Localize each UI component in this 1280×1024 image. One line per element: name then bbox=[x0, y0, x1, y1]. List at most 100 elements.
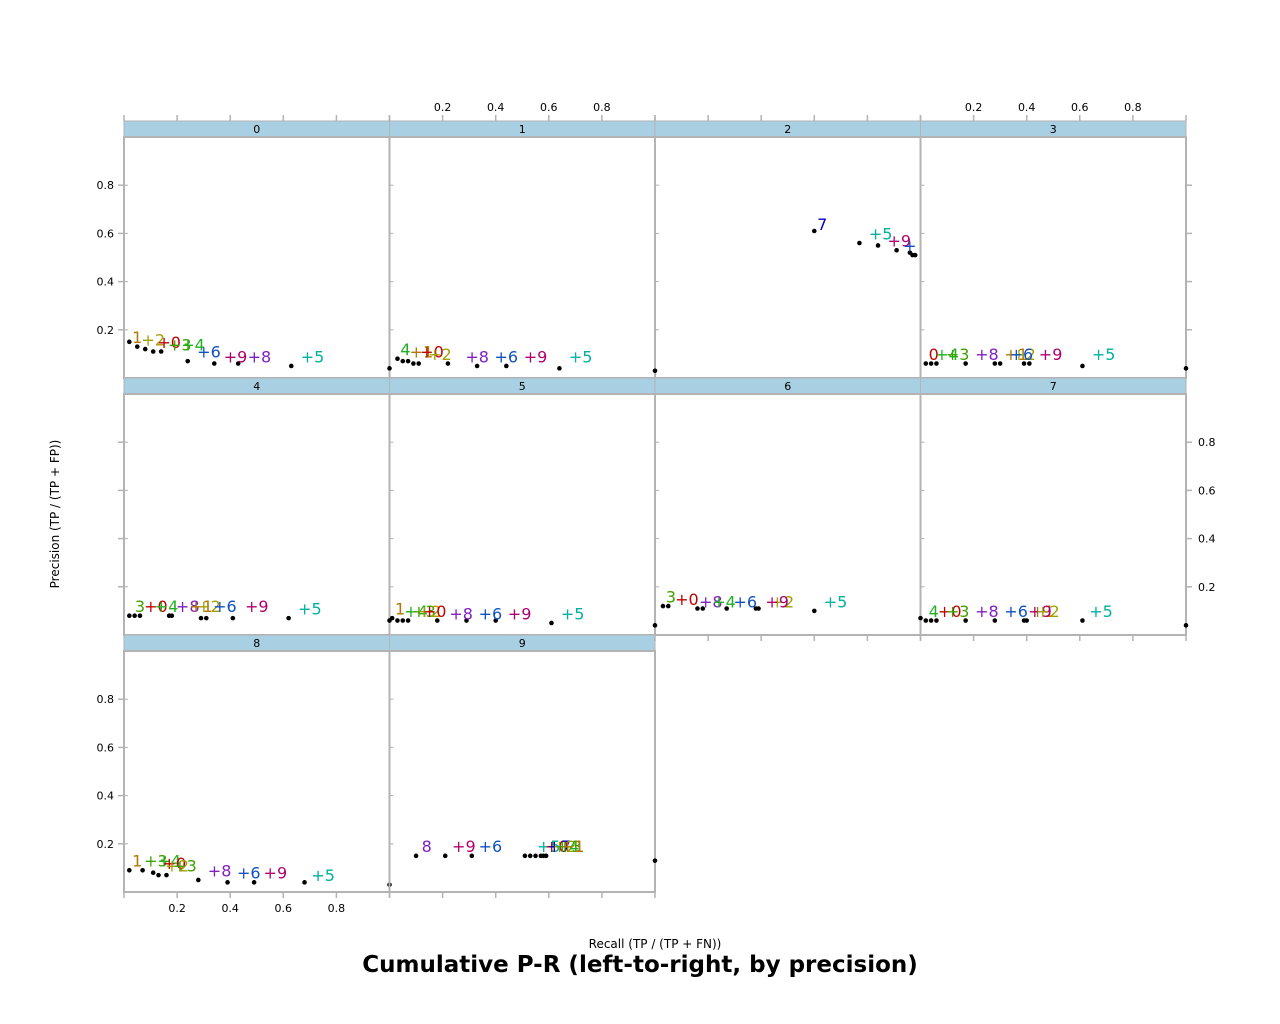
point-label: 3 bbox=[135, 597, 145, 616]
point-label: +6 bbox=[479, 837, 503, 856]
point-label: +4 bbox=[712, 592, 736, 611]
point-label: +6 bbox=[1004, 602, 1028, 621]
data-point bbox=[211, 361, 217, 366]
data-point bbox=[286, 615, 291, 621]
point-label: +8 bbox=[699, 592, 723, 611]
point-label: +0 bbox=[157, 333, 181, 352]
x-tick-label: 0.8 bbox=[328, 902, 346, 915]
x-tick-label: 0.2 bbox=[965, 101, 983, 114]
data-point bbox=[158, 349, 164, 354]
point-label: +6 bbox=[197, 342, 221, 361]
y-tick-label: 0.8 bbox=[1198, 436, 1216, 449]
point-label: +6 bbox=[213, 597, 237, 616]
data-point bbox=[395, 618, 400, 623]
point-label: +8 bbox=[975, 602, 999, 621]
point-label: +5 bbox=[298, 599, 322, 618]
panel-strip-label: 5 bbox=[519, 380, 526, 393]
data-point bbox=[225, 880, 230, 885]
point-label: + bbox=[903, 236, 916, 255]
x-tick-label: 0.4 bbox=[1018, 101, 1036, 114]
data-point bbox=[1080, 618, 1085, 623]
data-point bbox=[127, 613, 132, 619]
point-label: +9 bbox=[224, 347, 248, 366]
point-label: 1 bbox=[132, 328, 142, 347]
data-point bbox=[442, 853, 448, 859]
data-point bbox=[196, 877, 201, 883]
y-axis-row-0 bbox=[1186, 184, 1192, 331]
data-point bbox=[812, 228, 817, 234]
point-label: 1 bbox=[132, 852, 142, 871]
point-label: +3 bbox=[946, 345, 970, 364]
axes-layer: 0.2 0.4 0.6 0.8 0.2 0.4 0.6 0.80.2 0.4 0.6 0.80.20… bbox=[97, 101, 1216, 915]
point-label: +9 bbox=[1039, 345, 1063, 364]
data-point bbox=[434, 618, 440, 623]
point-label: +9 bbox=[264, 864, 288, 883]
panel-7: 7 4 +0+3 +8 +6 +1+9+2 +5 bbox=[918, 377, 1189, 636]
data-point bbox=[164, 872, 169, 878]
data-point bbox=[150, 870, 156, 876]
data-point bbox=[756, 606, 761, 611]
data-point bbox=[875, 243, 881, 248]
point-label: +1 bbox=[1031, 602, 1055, 621]
panel-3: 3 0+4+3 +8 +1+2+6 +9 +5 bbox=[919, 120, 1189, 379]
point-label: +4 bbox=[157, 852, 181, 871]
data-point bbox=[923, 361, 929, 366]
point-label: +5 bbox=[537, 837, 561, 856]
panel-0: 0 1 +2+0+3+4+6 +9 +8 +5 bbox=[123, 120, 391, 379]
data-point bbox=[543, 853, 549, 859]
point-label: +2 bbox=[165, 856, 189, 875]
panel-frame bbox=[654, 136, 922, 379]
point-label: +2 bbox=[428, 345, 452, 364]
point-label: +2 bbox=[1012, 345, 1036, 364]
point-label: +5 bbox=[561, 604, 585, 623]
data-point bbox=[469, 853, 475, 859]
x-tick-label: 0.2 bbox=[434, 101, 452, 114]
panel-strip-label: 6 bbox=[784, 380, 791, 393]
point-label: +5 bbox=[301, 347, 325, 366]
data-point bbox=[142, 346, 148, 352]
point-label: +3 bbox=[558, 837, 582, 856]
point-label: 4 bbox=[929, 602, 939, 621]
data-point bbox=[533, 853, 538, 859]
point-label: 0 bbox=[929, 345, 939, 364]
point-label: +9 bbox=[887, 232, 911, 251]
point-label: +0 bbox=[420, 342, 444, 361]
data-point bbox=[857, 240, 862, 246]
y-tick-label: 0.6 bbox=[97, 227, 115, 240]
point-label: +1 bbox=[189, 597, 213, 616]
data-point bbox=[387, 366, 392, 371]
x-tick-label: 0.8 bbox=[1124, 101, 1142, 114]
y-axis-row-0: 0.2 0.4 0.6 0.8 bbox=[97, 179, 124, 337]
data-point bbox=[127, 868, 132, 873]
point-label: +6 bbox=[237, 864, 261, 883]
panel-strip-label: 0 bbox=[253, 123, 260, 136]
data-point bbox=[992, 361, 998, 366]
panel-1: 1 4 +1+0+2 +8 +6 +9 +5 bbox=[387, 120, 656, 379]
data-point bbox=[288, 363, 294, 369]
panels-layer: 01 +2+0+3+4+6 +9 +8 +514 +1+0+2 +8 +6 +9 +527+5+9… bbox=[123, 120, 1189, 893]
y-tick-label: 0.4 bbox=[97, 276, 115, 289]
point-label: +8 bbox=[975, 345, 999, 364]
x-axis-col-1: 0.2 0.4 0.6 0.8 bbox=[388, 101, 656, 121]
data-point bbox=[963, 618, 968, 623]
point-label: +2 bbox=[141, 330, 165, 349]
data-point bbox=[1183, 623, 1189, 628]
point-label: +5 bbox=[869, 224, 893, 243]
panel-strip-label: 9 bbox=[519, 637, 526, 650]
data-point bbox=[413, 853, 419, 859]
data-point bbox=[918, 615, 923, 621]
x-axis-col-3: 0.2 0.4 0.6 0.8 bbox=[919, 101, 1187, 121]
data-point bbox=[652, 368, 658, 374]
data-point bbox=[400, 358, 406, 364]
x-axis-col-1 bbox=[388, 892, 656, 898]
point-label: +1 bbox=[410, 342, 434, 361]
data-point bbox=[963, 361, 968, 366]
data-point bbox=[928, 361, 934, 366]
x-tick-label: 0.8 bbox=[593, 101, 611, 114]
point-label: +6 bbox=[479, 604, 503, 623]
point-label: +6 bbox=[1010, 345, 1034, 364]
point-label: 7 bbox=[817, 215, 827, 234]
y-tick-label: 0.2 bbox=[1198, 581, 1216, 594]
y-tick-label: 0.4 bbox=[1198, 533, 1216, 546]
